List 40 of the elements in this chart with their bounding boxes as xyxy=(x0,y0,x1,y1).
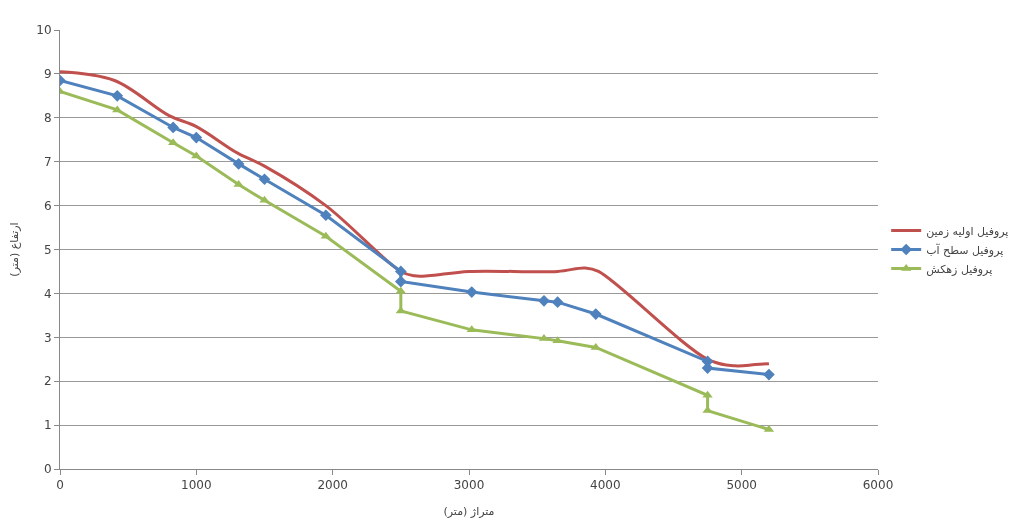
point xyxy=(258,173,271,186)
y-axis-title: ارتفاع (متر) xyxy=(7,222,21,277)
legend-label: پروفیل زهکش xyxy=(926,262,993,276)
y-tick-label: 2 xyxy=(43,374,52,389)
y-tick-label: 9 xyxy=(43,67,52,82)
x-tick-label: 6000 xyxy=(862,478,894,493)
x-tick-label: 2000 xyxy=(317,478,348,493)
y-tick-label: 6 xyxy=(43,198,52,213)
y-tick-label: 8 xyxy=(43,111,52,125)
point xyxy=(466,325,477,333)
x-tick-label: 3000 xyxy=(453,478,485,493)
point xyxy=(465,286,478,298)
point xyxy=(763,368,775,381)
point xyxy=(112,105,123,113)
y-tick-label: 1 xyxy=(43,418,52,433)
y-tick-label: 7 xyxy=(43,154,52,169)
x-tick-label: 1000 xyxy=(181,478,212,493)
x-axis-title: متراژ (متر) xyxy=(443,504,495,518)
point xyxy=(190,131,203,144)
point xyxy=(589,308,602,320)
point xyxy=(551,296,564,309)
y-tick-label: 5 xyxy=(43,242,52,257)
point xyxy=(590,342,601,350)
point xyxy=(167,121,180,134)
x-tick-label: 4000 xyxy=(590,478,621,493)
point xyxy=(259,195,270,203)
point xyxy=(320,209,332,222)
legend-label: پروفیل سطح آب xyxy=(926,242,1004,257)
point xyxy=(191,151,202,159)
x-tick-label: 0 xyxy=(56,478,64,493)
point xyxy=(232,158,245,170)
y-tick-label: 4 xyxy=(43,286,52,301)
y-tick-label: 0 xyxy=(43,462,52,477)
point xyxy=(538,295,550,307)
point xyxy=(111,90,124,102)
legend-label: پروفیل اولیه زمین xyxy=(926,224,1009,238)
y-tick-label: 10 xyxy=(36,23,52,38)
point xyxy=(702,390,713,398)
x-tick-label: 5000 xyxy=(726,478,757,493)
y-tick-label: 3 xyxy=(43,330,52,345)
